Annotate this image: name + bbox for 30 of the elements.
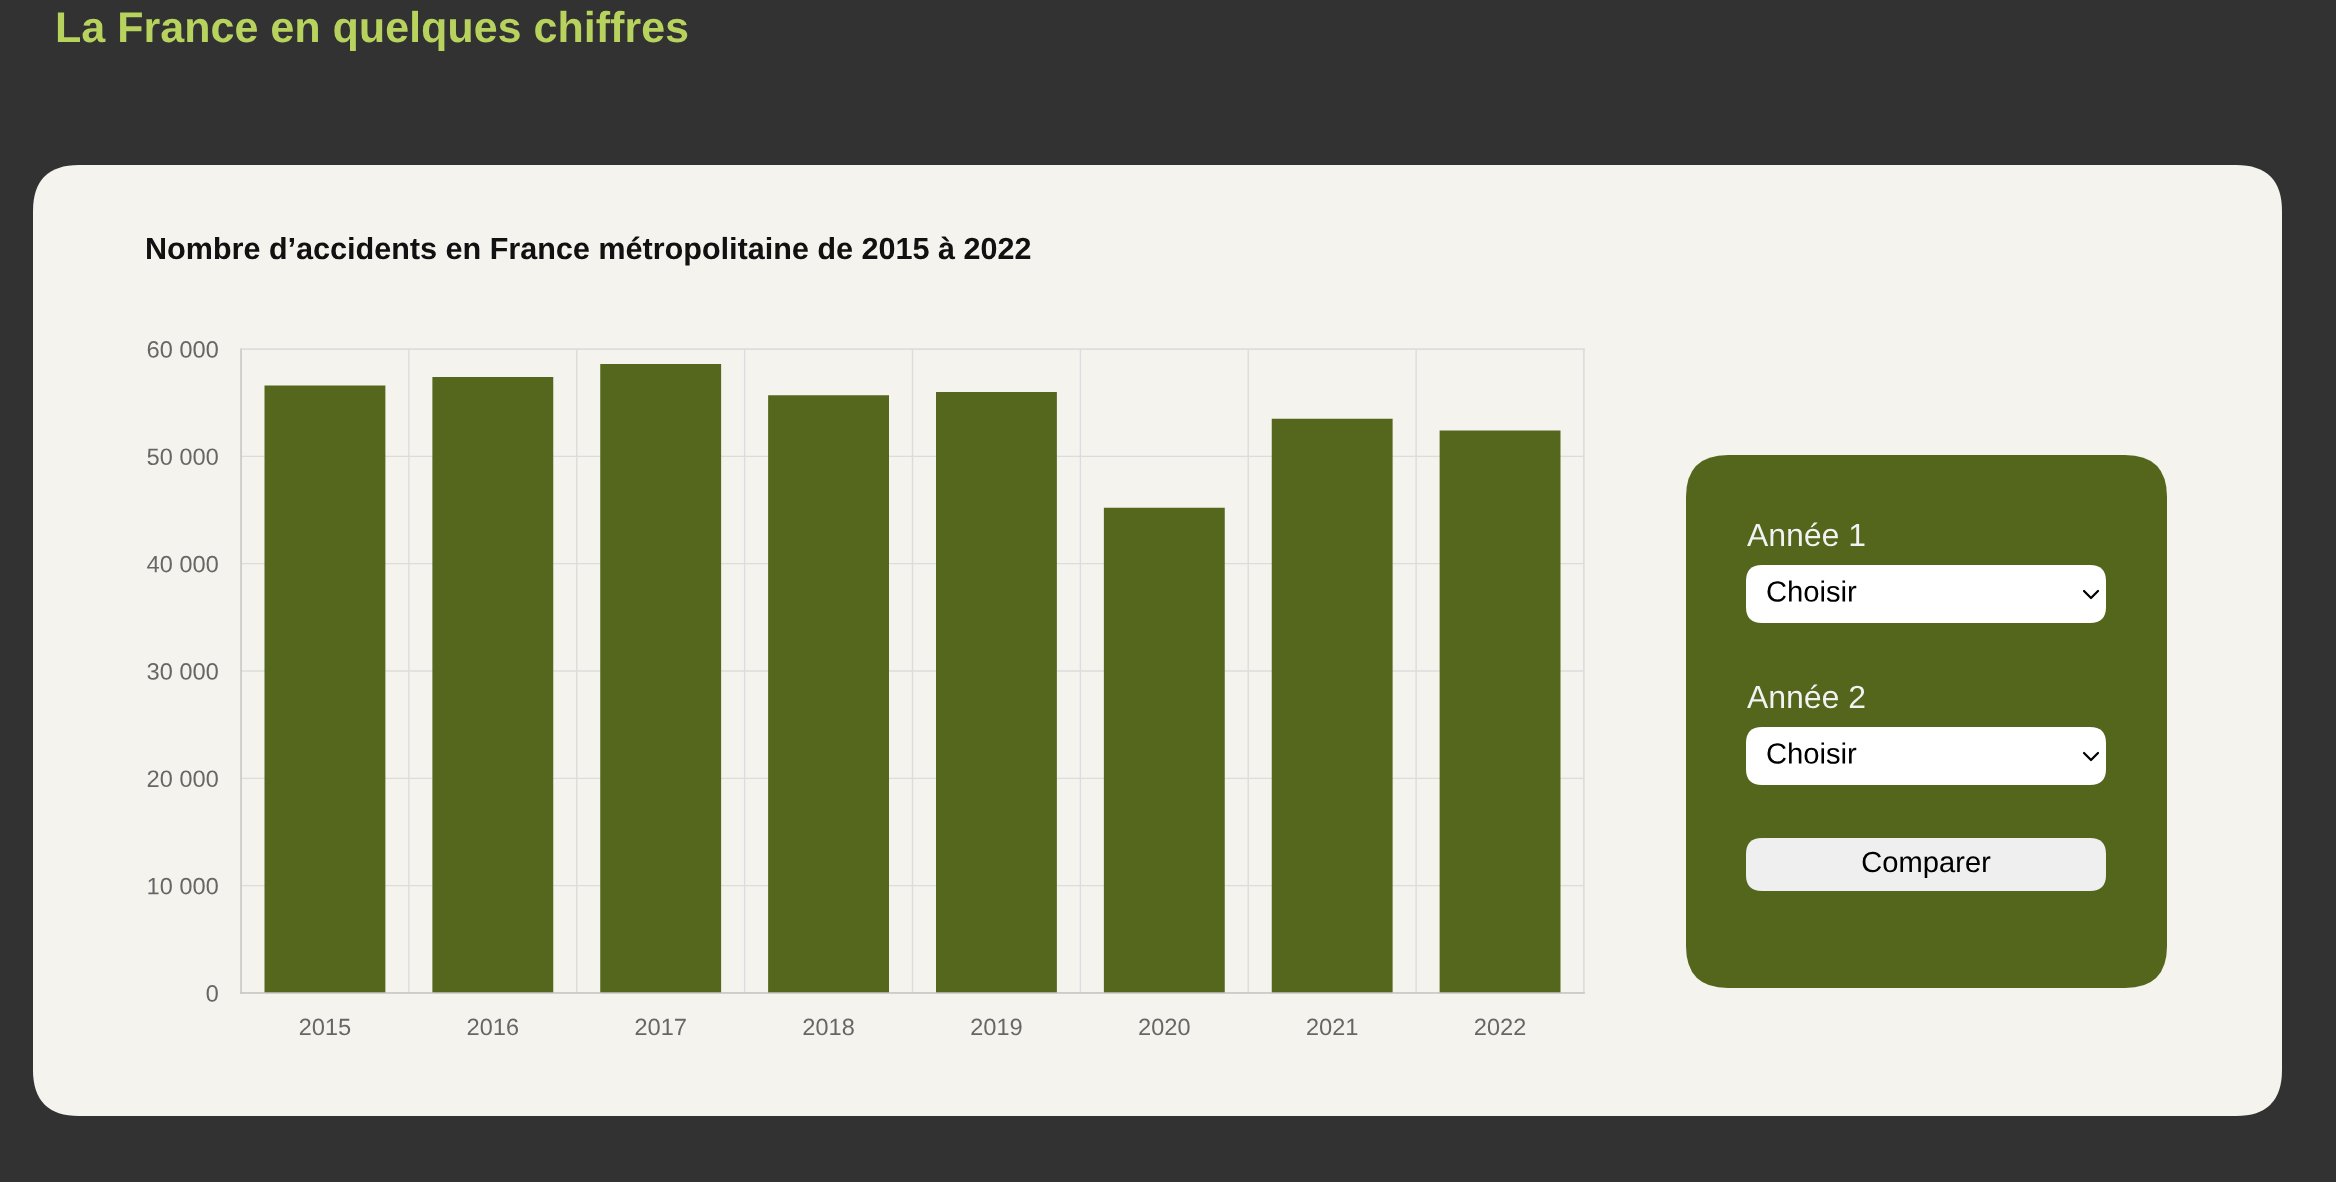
bar [768, 395, 889, 993]
text: Comparer [1862, 851, 1991, 879]
y-tick-label: 20 000 [147, 770, 218, 788]
x-tick-label: 2020 [1139, 1018, 1190, 1036]
x-tick-label: 2017 [635, 1018, 686, 1036]
x-tick-label: 2018 [803, 1018, 854, 1036]
x-tick-label: 2015 [299, 1018, 351, 1036]
text: Année 1 [1747, 522, 1865, 547]
x-tick-label: 2016 [467, 1018, 519, 1036]
text: Choisir [1767, 742, 1857, 764]
bar [1271, 418, 1393, 993]
y-tick-label: 50 000 [147, 448, 218, 466]
y-tick-label: 10 000 [148, 877, 218, 895]
bar [264, 385, 386, 993]
y-tick-label: 30 000 [147, 663, 218, 680]
x-tick-label: 2019 [971, 1018, 1022, 1036]
x-tick-label: 2021 [1307, 1018, 1358, 1036]
chart-title: Nombre d’accidents en France métropolitaine de 2015 à 2022 [147, 236, 1031, 266]
text: Année 2 [1747, 684, 1865, 709]
bar [432, 376, 554, 993]
bar [1439, 430, 1561, 993]
y-tick-label: 0 [206, 985, 218, 1002]
y-tick-label: 40 000 [147, 555, 218, 573]
bar [1103, 507, 1225, 993]
bar [600, 364, 722, 993]
y-tick-label: 60 000 [147, 341, 218, 358]
bar [936, 391, 1057, 993]
text: Choisir [1767, 580, 1857, 602]
text: La France en quelques chiffres [57, 10, 688, 51]
x-tick-label: 2022 [1474, 1018, 1526, 1036]
